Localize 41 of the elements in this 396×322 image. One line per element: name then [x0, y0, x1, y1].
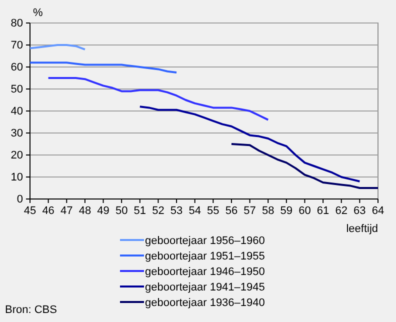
- line-series: [138, 106, 361, 182]
- x-axis-title: leeftijd: [346, 223, 378, 235]
- x-tick-label: 55: [207, 204, 220, 217]
- x-tick-label: 47: [60, 204, 73, 217]
- legend-label: geboortejaar 1951–1955: [145, 250, 265, 262]
- x-tick-label: 50: [115, 204, 128, 217]
- x-tick-label: 49: [97, 204, 110, 217]
- x-tick-label: 58: [262, 204, 274, 217]
- x-tick-label: 56: [225, 204, 238, 217]
- legend-label: geboortejaar 1941–1945: [145, 282, 265, 294]
- y-tick-label: 0: [16, 194, 23, 206]
- x-tick-label: 48: [78, 204, 92, 217]
- y-axis-title: %: [33, 7, 43, 19]
- y-tick-label: 40: [10, 106, 23, 118]
- x-tick-label: 59: [280, 204, 293, 217]
- y-tick-label: 20: [10, 150, 23, 162]
- x-tick-label: 52: [152, 204, 164, 217]
- x-tick-label: 53: [170, 204, 183, 217]
- x-tick-label: 64: [372, 204, 384, 217]
- x-tick-label: 46: [42, 204, 54, 217]
- y-tick-label: 80: [10, 18, 23, 30]
- x-tick-label: 61: [316, 204, 330, 217]
- x-tick-label: 54: [188, 204, 201, 217]
- line-series: [29, 62, 178, 74]
- x-tick-label: 62: [335, 204, 348, 217]
- y-tick-label: 30: [10, 128, 23, 140]
- y-tick-label: 10: [10, 172, 23, 184]
- x-tick-label: 45: [24, 204, 36, 217]
- x-tick-label: 51: [134, 204, 146, 217]
- y-tick-label: 50: [10, 84, 23, 96]
- legend-label: geboortejaar 1946–1950: [145, 266, 265, 278]
- legend-label: geboortejaar 1956–1960: [145, 235, 265, 247]
- x-tick-label: 63: [354, 204, 366, 217]
- line-series: [230, 143, 379, 189]
- x-tick-label: 60: [298, 204, 311, 217]
- y-tick-label: 60: [10, 62, 23, 74]
- x-tick-label: 57: [244, 204, 256, 217]
- y-tick-label: 70: [10, 40, 23, 52]
- line-series: [47, 77, 270, 121]
- text: Bron: CBS: [5, 304, 57, 316]
- legend-label: geboortejaar 1936–1940: [145, 297, 265, 309]
